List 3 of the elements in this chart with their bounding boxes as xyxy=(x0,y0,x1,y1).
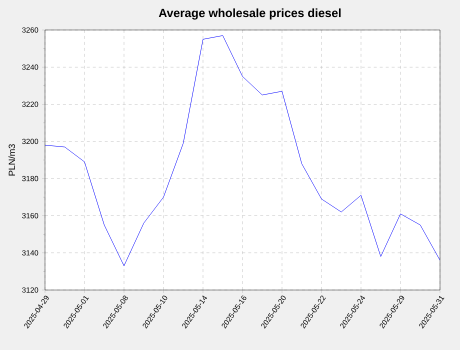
chart-title: Average wholesale prices diesel xyxy=(158,8,341,20)
line-series xyxy=(45,35,440,266)
y-axis-title: PLN/m3 xyxy=(8,144,16,176)
